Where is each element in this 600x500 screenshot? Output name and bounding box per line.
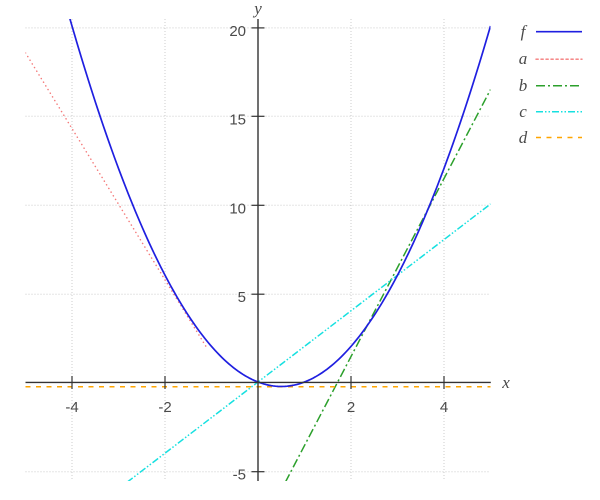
svg-text:x: x bbox=[501, 373, 510, 392]
svg-text:a: a bbox=[519, 49, 528, 68]
svg-text:4: 4 bbox=[440, 399, 448, 416]
svg-text:10: 10 bbox=[229, 200, 246, 217]
svg-text:2: 2 bbox=[347, 399, 355, 416]
svg-text:-5: -5 bbox=[233, 467, 246, 484]
svg-text:5: 5 bbox=[238, 289, 246, 306]
svg-text:y: y bbox=[252, 0, 262, 18]
svg-text:-2: -2 bbox=[158, 399, 171, 416]
svg-text:15: 15 bbox=[229, 111, 246, 128]
svg-text:d: d bbox=[519, 128, 528, 147]
svg-text:c: c bbox=[519, 102, 527, 121]
svg-text:b: b bbox=[519, 76, 528, 95]
svg-text:-4: -4 bbox=[65, 399, 78, 416]
svg-text:20: 20 bbox=[229, 23, 246, 40]
